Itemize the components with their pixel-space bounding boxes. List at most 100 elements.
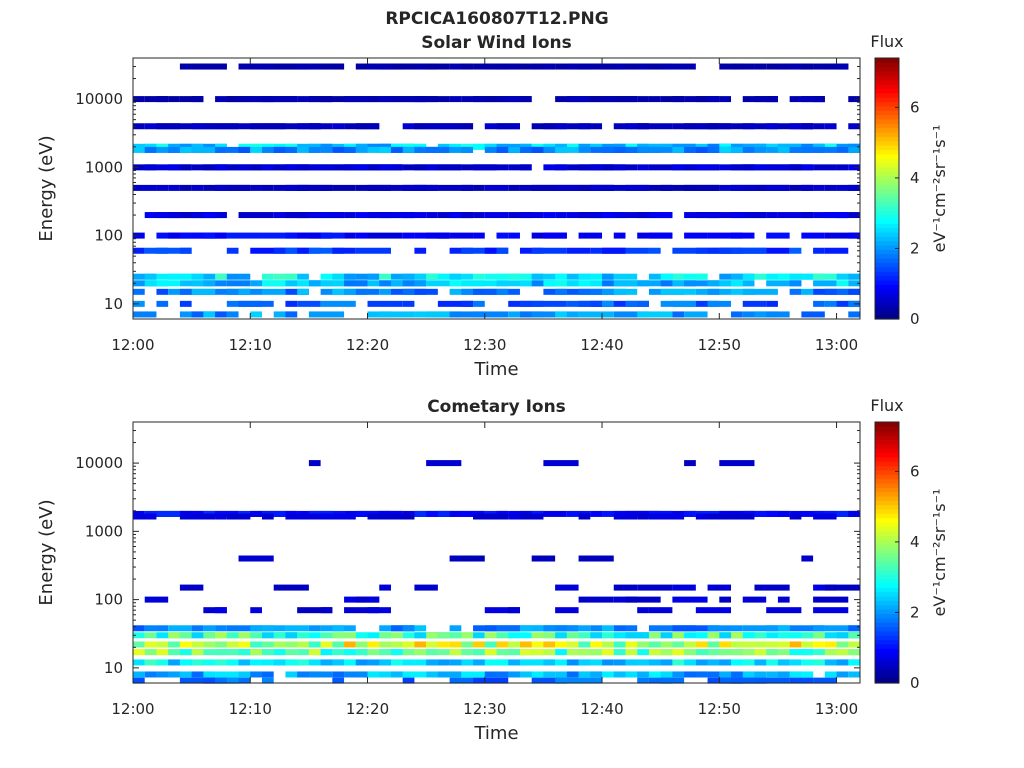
heatmap-cell [578,311,614,318]
heatmap-cell [308,232,333,239]
colorbar-segment [875,297,899,303]
heatmap-cell [602,184,638,191]
heatmap-cell [613,273,638,280]
heatmap-cell [414,143,427,150]
heatmap-cell [742,273,755,280]
heatmap-cell [672,641,685,648]
heatmap-cell [179,641,192,648]
heatmap-cell [672,584,696,591]
heatmap-cell [461,123,474,130]
heatmap-cell [473,184,485,191]
heatmap-cell [648,63,673,70]
heatmap-cell [766,146,790,153]
heatmap-cell [531,273,544,280]
heatmap-cell [414,649,438,656]
heatmap-cell [390,659,403,666]
colorbar-segment [875,58,899,63]
x-tick-label: 12:40 [580,700,623,718]
colorbar-segment [875,591,899,597]
heatmap-cell [789,625,825,632]
heatmap-cell [449,625,462,632]
heatmap-cell [848,641,860,648]
heatmap-cell [719,671,732,678]
heatmap-cell [261,677,274,684]
heatmap-cell [191,280,216,287]
heatmap-cell [250,641,262,648]
heatmap-cell [320,232,345,239]
heatmap-cell [648,677,673,684]
heatmap-cell [637,143,649,150]
heatmap-cell [402,671,427,678]
colorbar-segment [875,158,899,163]
colorbar-segment [875,504,899,510]
heatmap-cell [320,513,356,520]
heatmap-cell [613,96,638,103]
heatmap-cell [625,63,638,70]
heatmap-cell [824,584,860,591]
heatmap-cell [414,123,427,130]
heatmap-cell [297,247,309,254]
heatmap-cell [215,273,227,280]
heatmap-cell [648,632,673,639]
heatmap-cell [613,212,626,219]
colorbar-segment [875,522,899,527]
heatmap-cell [484,607,520,614]
colorbar: 0 2 4 6 Flux eV⁻¹cm⁻²sr⁻¹s⁻¹ [870,396,949,692]
heatmap-cell [848,184,860,191]
heatmap-cell [731,146,743,153]
heatmap-cell [461,63,474,70]
heatmap-cell [836,212,849,219]
heatmap-cell [226,123,262,130]
heatmap-cell [179,649,192,656]
heatmap-cell [695,184,708,191]
heatmap-cell [637,280,673,287]
heatmap-cell [320,300,356,307]
heatmap-cell [168,123,204,130]
heatmap-cell [660,63,696,70]
heatmap-cell [555,607,579,614]
heatmap-cell [660,513,673,520]
heatmap-cell [695,659,720,666]
heatmap-cell [285,143,298,150]
colorbar-segment [875,569,899,575]
heatmap-cell [754,671,767,678]
colorbar-segment [875,210,899,216]
heatmap-cell [602,300,614,307]
heatmap-cell [179,164,192,171]
heatmap-cell [590,659,603,666]
colorbar: 0 2 4 6 Flux eV⁻¹cm⁻²sr⁻¹s⁻¹ [870,32,949,328]
colorbar-segment [875,539,899,545]
heatmap-cell [766,184,790,191]
heatmap-cell [590,510,603,517]
heatmap-cell [848,510,860,517]
heatmap-cell [261,280,298,287]
heatmap-cell [578,146,591,153]
heatmap-cell [168,632,180,639]
heatmap-cell [731,311,743,318]
heatmap-cell [203,146,216,153]
heatmap-cell [672,247,708,254]
heatmap-cell [695,273,708,280]
heatmap-cell [238,212,274,219]
heatmap-cell [449,510,462,517]
heatmap-cell [179,513,216,520]
heatmap-cell [461,280,485,287]
heatmap-cell [648,96,661,103]
heatmap-cell [355,247,391,254]
heatmap-cell [824,247,849,254]
y-tick-label: 1000 [85,158,123,176]
heatmap-cell [261,232,298,239]
heatmap-cell [543,232,567,239]
heatmap-cell [695,164,720,171]
heatmap-cell [402,143,415,150]
heatmap-cell [308,649,321,656]
heatmap-cell [508,607,520,614]
heatmap-cell [344,273,356,280]
heatmap-cell [367,300,403,307]
heatmap-cell [531,311,567,318]
colorbar-segment [875,184,899,190]
heatmap-cell [555,146,579,153]
heatmap-cell [133,184,157,191]
heatmap-cell [824,212,849,219]
colorbar-tick-label: 0 [910,674,920,692]
